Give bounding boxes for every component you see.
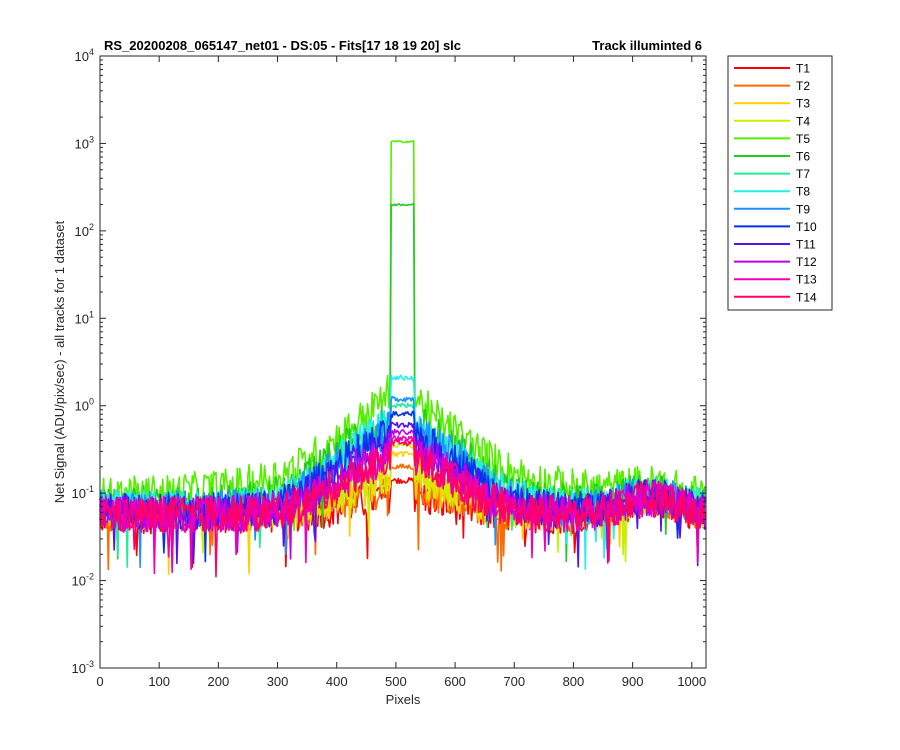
- legend-label: T14: [796, 290, 817, 304]
- y-tick-label: 101: [75, 309, 94, 326]
- legend-label: T11: [796, 238, 816, 252]
- chart-title-right: Track illuminted 6: [592, 38, 702, 53]
- plot-area: [100, 56, 706, 668]
- legend-label: T1: [796, 62, 810, 76]
- x-tick-label: 400: [326, 674, 348, 689]
- y-axis-label: Net Signal (ADU/pix/sec) - all tracks fo…: [52, 220, 67, 503]
- y-tick-base: 10: [75, 136, 89, 151]
- legend-label: T2: [796, 79, 810, 93]
- legend-label: T5: [796, 132, 810, 146]
- plot-frame: [99, 55, 707, 669]
- y-tick-base: 10: [75, 49, 89, 64]
- y-tick-exp: -2: [86, 572, 94, 582]
- y-tick-exp: 2: [89, 222, 94, 232]
- y-tick-exp: 3: [89, 134, 94, 144]
- legend-label: T10: [796, 220, 817, 234]
- y-tick-exp: -1: [86, 484, 94, 494]
- x-axis-label: Pixels: [386, 692, 421, 707]
- legend-label: T13: [796, 273, 817, 287]
- y-tick-base: 10: [72, 574, 86, 589]
- x-tick-label: 800: [563, 674, 585, 689]
- y-tick-exp: 4: [89, 47, 94, 57]
- x-tick-label: 1000: [677, 674, 706, 689]
- legend-label: T3: [796, 97, 810, 111]
- legend-label: T12: [796, 255, 817, 269]
- x-tick-label: 900: [622, 674, 644, 689]
- y-tick-base: 10: [75, 224, 89, 239]
- legend-label: T4: [796, 114, 810, 128]
- x-tick-label: 200: [208, 674, 230, 689]
- series-layer: [99, 139, 706, 578]
- x-tick-label: 500: [385, 674, 407, 689]
- y-tick-base: 10: [72, 486, 86, 501]
- x-tick-label: 0: [96, 674, 103, 689]
- y-tick-exp: 0: [89, 397, 94, 407]
- legend-label: T7: [796, 167, 810, 181]
- x-tick-label: 300: [267, 674, 289, 689]
- chart-title: RS_20200208_065147_net01 - DS:05 - Fits[…: [104, 38, 461, 53]
- y-tick-label: 10-3: [72, 659, 94, 676]
- series-line-T14: [99, 439, 706, 578]
- legend-label: T9: [796, 202, 810, 216]
- x-tick-label: 100: [148, 674, 170, 689]
- legend: T1 T2 T3 T4 T5 T6 T7 T8 T9 T10 T11 T12 T13 T14: [727, 55, 833, 311]
- legend-box: [727, 55, 833, 311]
- y-tick-label: 10-1: [72, 484, 94, 501]
- x-tick-label: 600: [444, 674, 466, 689]
- y-tick-base: 10: [72, 661, 86, 676]
- x-ticks: 0 100 200 300 400 500 600 700 800 900 1000: [96, 56, 706, 689]
- y-tick-exp: 1: [89, 309, 94, 319]
- legend-label: T6: [796, 150, 810, 164]
- y-tick-label: 104: [75, 47, 94, 64]
- y-tick-label: 103: [75, 134, 94, 151]
- y-tick-base: 10: [75, 311, 89, 326]
- y-tick-label: 102: [75, 222, 94, 239]
- y-tick-exp: -3: [86, 659, 94, 669]
- y-tick-base: 10: [75, 399, 89, 414]
- x-tick-label: 700: [503, 674, 525, 689]
- y-tick-label: 100: [75, 397, 94, 414]
- y-tick-label: 10-2: [72, 572, 94, 589]
- legend-label: T8: [796, 185, 810, 199]
